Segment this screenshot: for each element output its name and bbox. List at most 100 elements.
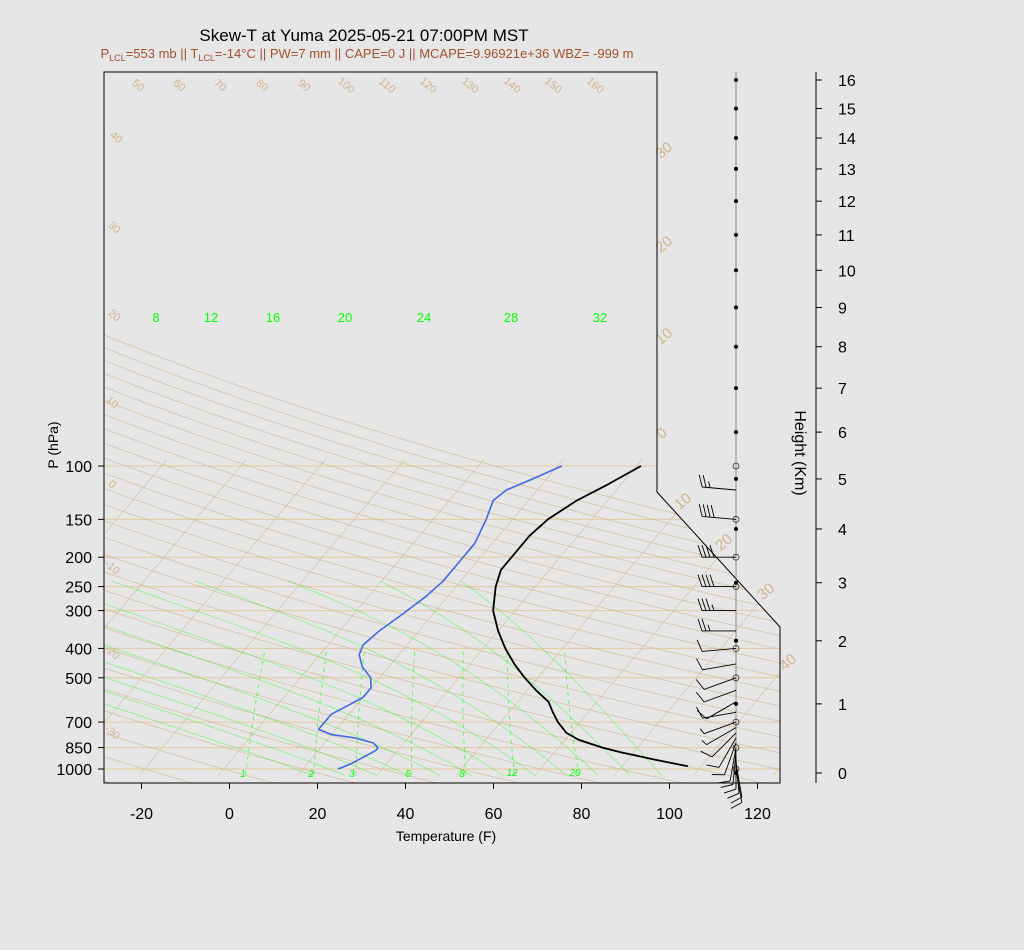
height-tick-label: 6: [838, 425, 847, 442]
height-dot-marker: [734, 526, 738, 531]
wind-barb: [723, 755, 737, 794]
moist-adiabat-line: [380, 580, 631, 776]
dry-adiabat-label: -20: [102, 643, 122, 662]
moist-adiabat-label: 28: [504, 310, 518, 325]
mixing-ratio-line: [506, 648, 515, 776]
dry-adiabat-label: 30: [105, 219, 122, 236]
temperature-tick-label: 40: [397, 806, 415, 823]
temperature-tick-label: 100: [656, 806, 683, 823]
temperature-tick-label: 80: [573, 806, 591, 823]
height-dot-marker: [734, 78, 738, 82]
dry-adiabat-label: 80: [253, 77, 270, 94]
dry-adiabat-label: -30: [102, 723, 122, 742]
moist-adiabat-label: 20: [338, 310, 352, 325]
dry-adiabat-label: 40: [107, 129, 124, 146]
wind-barb: [696, 639, 737, 652]
moist-adiabat-label: 12: [204, 310, 218, 325]
dry-adiabat-line: [104, 72, 780, 783]
moist-adiabat-line: [104, 580, 504, 776]
dry-adiabat-label: 60: [170, 77, 187, 94]
isotherm-line: [852, 459, 1024, 775]
moist-adiabat-line: [195, 580, 567, 776]
moist-adiabat-label: 32: [593, 310, 607, 325]
isotherm-line: [104, 459, 326, 776]
wind-barb: [720, 750, 737, 788]
isotherm-label: 30: [652, 139, 676, 163]
height-tick-label: 14: [838, 131, 856, 148]
dry-adiabat-label: 150: [542, 75, 564, 96]
dry-adiabat-label: 110: [376, 75, 397, 95]
height-dot-marker: [734, 638, 738, 643]
moist-adiabat-line: [112, 580, 536, 776]
mixing-ratio-line: [355, 648, 366, 776]
chart-title: Skew-T at Yuma 2025-05-21 07:00PM MST: [199, 26, 528, 45]
pressure-level-marker: [732, 462, 740, 470]
wind-barb: [711, 742, 737, 776]
wind-barb: [697, 574, 736, 588]
wind-barb: [695, 677, 737, 690]
wind-barb-layer: [695, 72, 743, 809]
isotherm-label: 10: [652, 325, 676, 349]
dry-adiabat-label: 100: [335, 75, 357, 96]
mixing-ratio-label: 5: [405, 769, 411, 780]
dry-adiabat-line: [104, 72, 780, 783]
subtitle-plcl: 553 mb: [133, 46, 176, 61]
pressure-tick-label: 700: [65, 715, 92, 732]
mixing-ratio-label: 2: [307, 769, 314, 780]
isotherm-label: 0: [653, 424, 670, 442]
wind-barb: [696, 701, 737, 720]
wind-barb: [695, 689, 737, 703]
height-dot-marker: [734, 166, 738, 171]
dry-adiabat-line: [104, 72, 780, 783]
pressure-level-marker: [732, 744, 740, 751]
pressure-level-marker: [732, 674, 740, 682]
wind-barb: [698, 503, 737, 520]
mixing-ratio-line: [245, 648, 266, 776]
moist-adiabat-line: [104, 580, 377, 776]
height-dot-marker: [734, 344, 738, 349]
height-dot-marker: [734, 136, 738, 141]
dry-adiabat-line: [104, 72, 274, 783]
mixing-ratio-label: 1: [240, 769, 246, 780]
height-dot-marker: [734, 305, 738, 310]
height-tick-label: 10: [838, 263, 856, 280]
subtitle-mcape: MCAPE=9.96921e+36: [419, 46, 549, 61]
mixing-ratio-line: [462, 648, 467, 776]
isotherm-label: 10: [671, 490, 695, 514]
height-tick-label: 8: [838, 340, 847, 357]
wind-barb: [706, 737, 737, 768]
dry-adiabat-label: 70: [211, 77, 228, 94]
pressure-tick-label: 1000: [56, 762, 92, 779]
moist-adiabat-label: 24: [417, 310, 431, 325]
temperature-tick-label: 60: [485, 806, 503, 823]
dry-adiabat-label: 20: [105, 307, 122, 324]
dry-adiabat-line: [104, 72, 780, 783]
mixing-ratio-label: 8: [459, 769, 465, 780]
height-dot-marker: [734, 268, 738, 273]
pressure-tick-label: 850: [65, 741, 92, 758]
dry-adiabat-label: 10: [103, 394, 120, 411]
dry-adiabat-line: [104, 72, 780, 783]
dry-adiabat-label: 50: [129, 77, 146, 94]
dry-adiabat-label: 130: [459, 75, 481, 96]
x-axis-label: Temperature (F): [396, 828, 496, 844]
dry-adiabat-line: [104, 72, 780, 783]
mixing-ratio-line: [313, 648, 328, 776]
isotherm-label: 20: [652, 233, 676, 257]
height-tick-label: 11: [838, 228, 855, 245]
isotherm-line: [104, 459, 247, 776]
dry-adiabat-line: [104, 72, 601, 783]
plot-border: [103, 71, 781, 784]
dry-adiabat-line: [104, 72, 764, 783]
wind-barb: [697, 618, 736, 632]
height-dot-marker: [734, 430, 738, 435]
pressure-tick-label: 100: [65, 459, 92, 476]
isotherm-label: 30: [754, 580, 778, 604]
y-axis-label: P (hPa): [45, 421, 61, 468]
wind-barb: [727, 759, 740, 799]
height-tick-label: 1: [838, 697, 847, 714]
dry-adiabat-line: [104, 72, 780, 783]
pressure-tick-label: 300: [65, 604, 92, 621]
height-tick-label: 7: [838, 381, 847, 398]
